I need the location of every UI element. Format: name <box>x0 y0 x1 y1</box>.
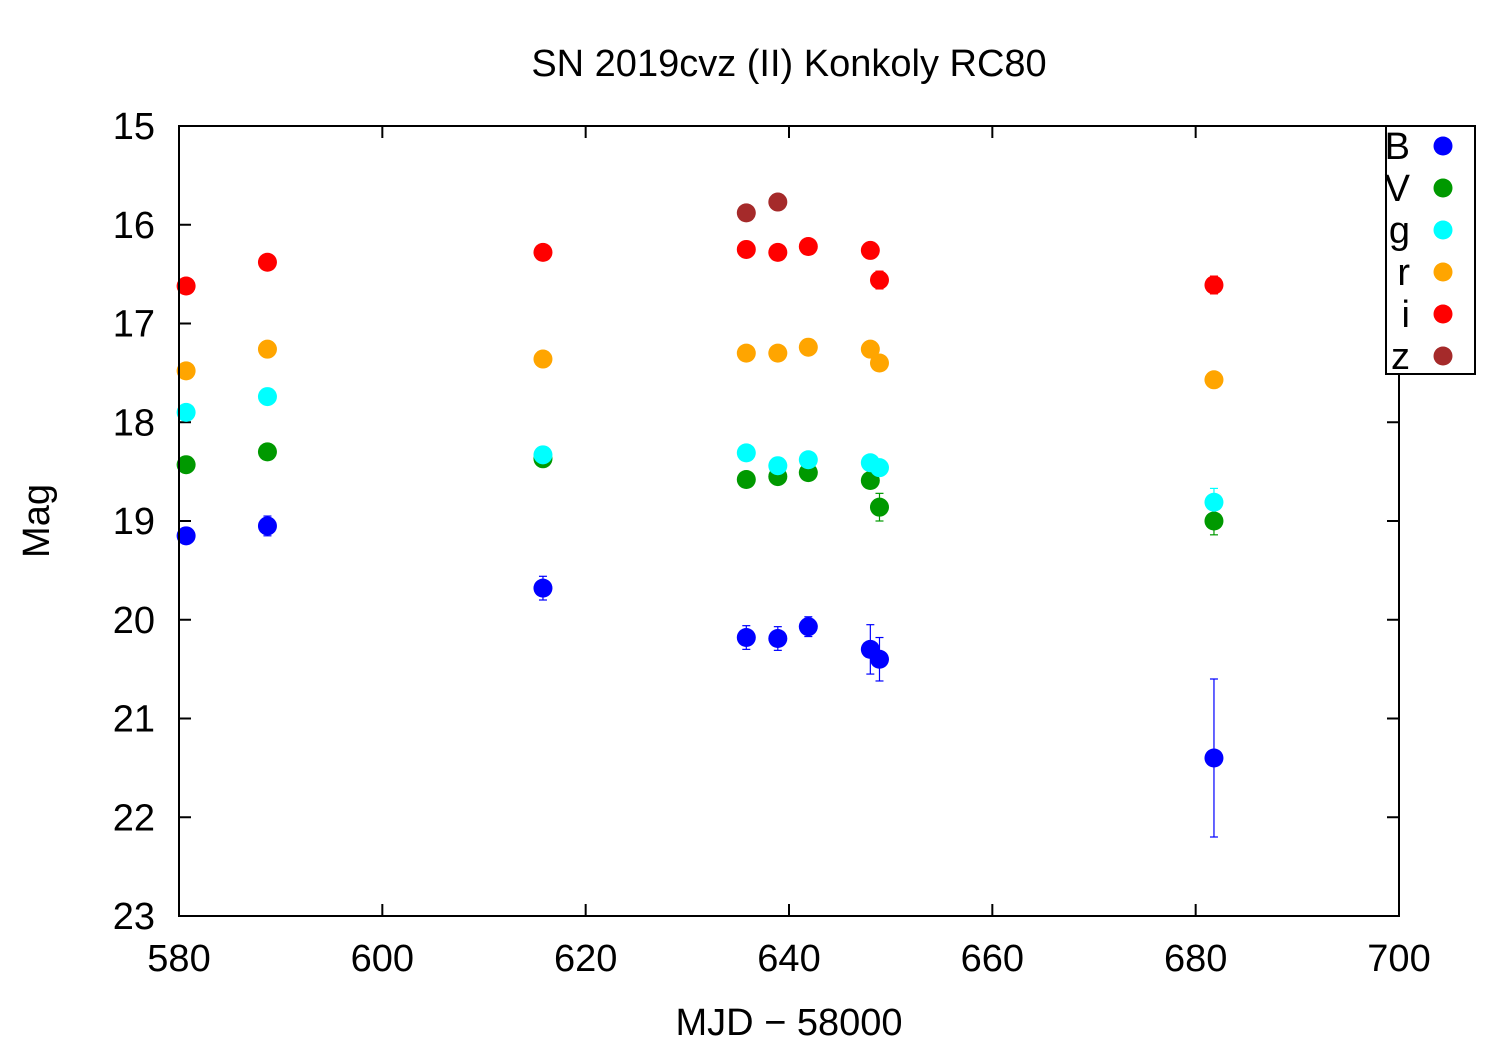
data-point-g <box>736 443 756 463</box>
legend-marker-i <box>1433 304 1453 324</box>
y-tick-label: 20 <box>113 600 155 642</box>
data-point-i <box>533 242 553 262</box>
y-tick-label: 17 <box>113 304 155 346</box>
legend-box <box>1385 125 1476 375</box>
y-tick-label: 21 <box>113 699 155 741</box>
y-tick-label: 15 <box>113 106 155 148</box>
data-point-b <box>798 617 818 637</box>
y-tick-label: 18 <box>113 402 155 444</box>
y-tick-label: 23 <box>113 896 155 938</box>
data-point-i <box>860 240 880 260</box>
y-tick-label: 16 <box>113 205 155 247</box>
legend-label: r <box>1397 252 1410 294</box>
data-point-v <box>869 497 889 517</box>
data-point-r <box>533 349 553 369</box>
axis-ticks: 580 600 620 640 660 680 700 15 16 17 18 19 20 21 22 23 <box>113 106 1431 980</box>
x-tick-label: 600 <box>351 938 414 980</box>
x-tick-label: 580 <box>147 938 210 980</box>
data-point-g <box>798 450 818 470</box>
data-point-r <box>768 343 788 363</box>
data-point-v <box>257 442 277 462</box>
data-point-g <box>533 445 553 465</box>
data-point-b <box>768 629 788 649</box>
plot-frame <box>178 125 1400 917</box>
x-tick-label: 700 <box>1367 938 1430 980</box>
x-tick-label: 680 <box>1164 938 1227 980</box>
chart-title: SN 2019cvz (II) Konkoly RC80 <box>531 43 1046 85</box>
x-axis-label: MJD − 58000 <box>675 1002 902 1044</box>
data-point-r <box>176 361 196 381</box>
y-axis-label: Mag <box>16 484 58 558</box>
legend-marker-z <box>1433 346 1453 366</box>
data-point-b <box>1204 748 1224 768</box>
data-point-z <box>768 192 788 212</box>
data-point-g <box>768 456 788 476</box>
legend-label: V <box>1385 168 1411 210</box>
data-point-i <box>768 242 788 262</box>
legend-marker-g <box>1433 220 1453 240</box>
data-point-i <box>257 252 277 272</box>
data-point-v <box>176 455 196 475</box>
data-point-b <box>869 649 889 669</box>
data-point-b <box>736 628 756 648</box>
data-point-r <box>860 339 880 359</box>
legend-label: i <box>1402 294 1410 336</box>
y-tick-label: 22 <box>113 797 155 839</box>
data-point-i <box>869 270 889 290</box>
y-tick-label: 19 <box>113 501 155 543</box>
data-point-g <box>869 458 889 478</box>
data-points <box>176 192 1224 768</box>
data-point-z <box>736 203 756 223</box>
data-point-r <box>798 337 818 357</box>
x-tick-label: 660 <box>961 938 1024 980</box>
data-point-g <box>1204 492 1224 512</box>
data-point-g <box>176 402 196 422</box>
legend-label: g <box>1389 210 1410 252</box>
data-point-b <box>176 526 196 546</box>
data-point-i <box>736 239 756 259</box>
data-point-b <box>257 516 277 536</box>
data-point-r <box>1204 370 1224 390</box>
data-point-g <box>257 387 277 407</box>
data-point-v <box>1204 511 1224 531</box>
legend-label: B <box>1385 126 1410 168</box>
data-point-r <box>257 339 277 359</box>
data-point-r <box>869 353 889 373</box>
legend-marker-r <box>1433 262 1453 282</box>
data-point-v <box>736 470 756 490</box>
data-point-b <box>533 578 553 598</box>
data-point-r <box>736 343 756 363</box>
data-point-i <box>1204 275 1224 295</box>
legend-marker-b <box>1433 136 1453 156</box>
data-point-i <box>176 276 196 296</box>
legend-label: z <box>1391 336 1410 378</box>
legend-marker-v <box>1433 178 1453 198</box>
data-point-i <box>798 236 818 256</box>
x-tick-label: 640 <box>757 938 820 980</box>
x-tick-label: 620 <box>554 938 617 980</box>
